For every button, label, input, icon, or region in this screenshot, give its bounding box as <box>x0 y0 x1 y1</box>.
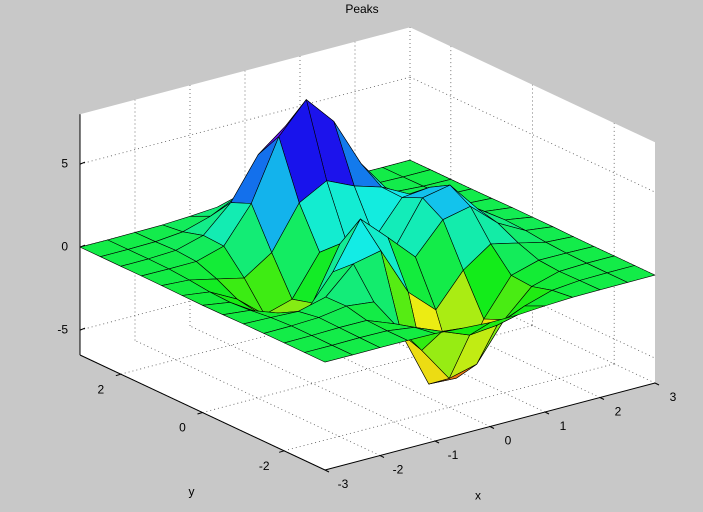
chart-title: Peaks <box>345 2 378 16</box>
grid-line <box>284 363 615 452</box>
x-tick-label: 1 <box>560 419 567 433</box>
y-axis-label: y <box>189 485 195 499</box>
x-tick-label: 2 <box>615 405 622 419</box>
z-tick <box>79 161 86 165</box>
surface-face <box>304 344 353 363</box>
x-tick-label: 0 <box>505 434 512 448</box>
x-tick-label: -1 <box>448 448 459 462</box>
z-tick-label: -5 <box>57 322 68 336</box>
y-tick-label: 2 <box>97 382 104 396</box>
x-tick <box>544 411 550 415</box>
y-tick-label: -2 <box>259 459 270 473</box>
x-tick-label: -2 <box>393 463 404 477</box>
z-tick-label: 5 <box>61 156 68 170</box>
z-tick <box>79 327 86 331</box>
x-tick <box>654 382 660 386</box>
x-tick <box>599 397 605 400</box>
x-tick <box>324 469 330 473</box>
y-tick-label: 0 <box>179 421 186 435</box>
y-tick <box>279 450 285 453</box>
y-tick <box>115 373 121 377</box>
x-tick <box>434 440 440 444</box>
x-tick <box>489 426 495 429</box>
z-tick-label: 0 <box>61 239 68 253</box>
grid-line <box>79 76 411 165</box>
x-axis-label: x <box>475 489 481 503</box>
y-tick <box>197 412 203 415</box>
x-tick-label: 3 <box>670 390 677 404</box>
x-tick-label: -3 <box>338 477 349 491</box>
x-tick <box>379 455 385 458</box>
